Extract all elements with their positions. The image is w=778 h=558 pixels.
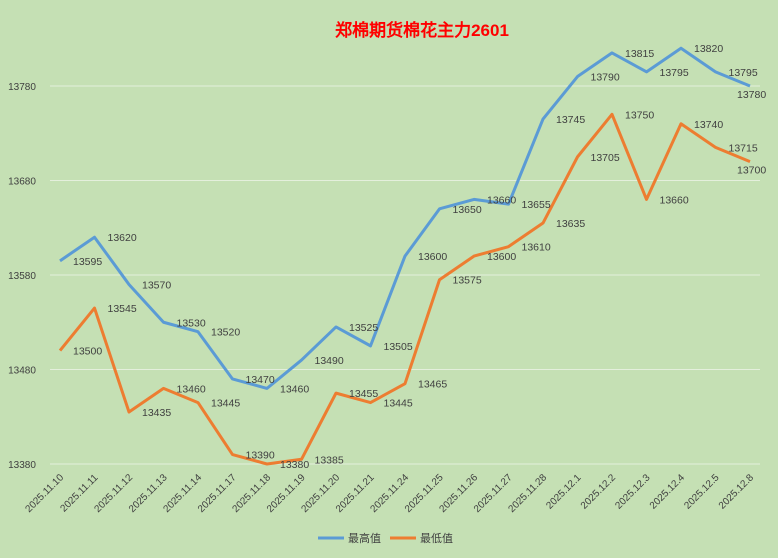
- data-label: 13530: [177, 317, 206, 329]
- data-label: 13445: [211, 398, 240, 410]
- data-label: 13525: [349, 322, 378, 334]
- data-label: 13610: [522, 242, 551, 254]
- data-label: 13815: [625, 48, 654, 60]
- data-label: 13660: [487, 194, 516, 206]
- x-tick-label: 2025.12.3: [613, 472, 653, 512]
- data-label: 13650: [453, 204, 482, 216]
- y-tick-label: 13580: [8, 271, 36, 282]
- y-tick-label: 13680: [8, 177, 36, 188]
- y-tick-label: 13780: [8, 82, 36, 93]
- data-label: 13740: [694, 119, 723, 131]
- data-label: 13570: [142, 279, 171, 291]
- data-label: 13705: [591, 152, 620, 164]
- x-tick-label: 2025.12.1: [544, 472, 584, 512]
- data-label: 13520: [211, 327, 240, 339]
- data-label: 13620: [108, 232, 137, 244]
- data-label: 13390: [246, 450, 275, 462]
- chart-title: 郑棉期货棉花主力2601: [335, 20, 509, 40]
- y-tick-label: 13380: [8, 460, 36, 471]
- data-label: 13600: [487, 251, 516, 263]
- data-label: 13460: [280, 383, 309, 395]
- data-label: 13470: [246, 374, 275, 386]
- data-label: 13745: [556, 114, 585, 126]
- data-label: 13750: [625, 109, 654, 121]
- data-label: 13595: [73, 256, 102, 268]
- data-label: 13465: [418, 379, 447, 391]
- legend-label: 最低值: [420, 532, 453, 545]
- data-label: 13455: [349, 388, 378, 400]
- data-label: 13545: [108, 303, 137, 315]
- data-label: 13655: [522, 199, 551, 211]
- x-tick-label: 2025.12.2: [579, 472, 619, 512]
- data-label: 13435: [142, 407, 171, 419]
- data-label: 13575: [453, 275, 482, 287]
- y-tick-label: 13480: [8, 366, 36, 377]
- data-label: 13445: [384, 398, 413, 410]
- data-label: 13490: [315, 355, 344, 367]
- data-label: 13380: [280, 459, 309, 471]
- x-tick-label: 2025.12.8: [717, 472, 757, 512]
- data-label: 13790: [591, 72, 620, 84]
- x-tick-label: 2025.12.5: [682, 472, 722, 512]
- data-label: 13500: [73, 346, 102, 358]
- data-label: 13700: [737, 165, 766, 177]
- data-label: 13780: [737, 89, 766, 101]
- data-label: 13460: [177, 383, 206, 395]
- x-tick-label: 2025.12.4: [648, 472, 688, 512]
- series-line-low: [58, 112, 751, 466]
- series-line-high: [59, 46, 751, 390]
- data-label: 13600: [418, 251, 447, 263]
- data-label: 13385: [315, 454, 344, 466]
- data-label: 13505: [384, 341, 413, 353]
- data-label: 13795: [660, 67, 689, 79]
- legend-label: 最高值: [348, 531, 381, 545]
- data-label: 13715: [729, 142, 758, 154]
- data-label: 13660: [660, 194, 689, 206]
- data-label: 13635: [556, 218, 585, 230]
- data-label: 13820: [694, 43, 723, 55]
- data-label: 13795: [729, 67, 758, 79]
